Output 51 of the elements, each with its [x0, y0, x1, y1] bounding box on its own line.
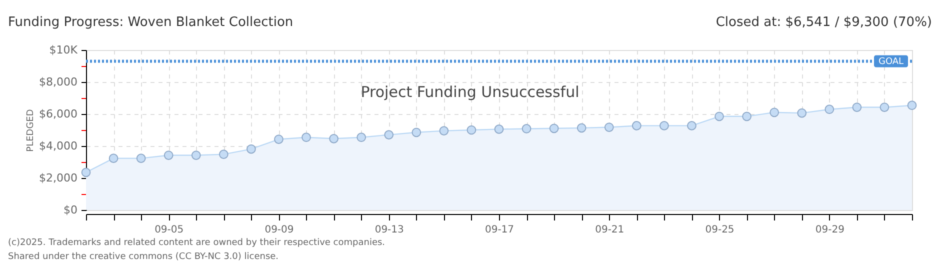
point [466, 125, 476, 135]
point [218, 150, 228, 159]
point [164, 150, 174, 160]
point [907, 100, 917, 110]
point [797, 108, 807, 118]
point [687, 121, 696, 130]
point [439, 126, 449, 136]
text: (c)2025. Trademarks and related content are owned by their respective companies. [8, 238, 386, 248]
text: Closed at: $6,541 / $9,300 (70%) [716, 15, 932, 30]
point [329, 134, 338, 144]
point [852, 102, 862, 112]
point [549, 124, 559, 134]
point [494, 124, 504, 134]
point [136, 154, 146, 163]
point [604, 122, 614, 132]
y-tick-label: $2,000 [39, 172, 78, 184]
x-tick-label: 09-05 [154, 224, 184, 236]
point [714, 112, 724, 122]
point [274, 134, 284, 144]
point [824, 104, 834, 114]
ref-line-label: GOAL [878, 57, 904, 68]
y-tick-label: $0 [64, 204, 78, 216]
point [412, 128, 422, 138]
y-tick-label: $4,000 [39, 140, 78, 152]
x-tick-label: 09-17 [484, 224, 514, 236]
annotation: Project Funding Unsuccessful [360, 83, 580, 101]
y-axis-title: PLEDGED [26, 109, 36, 152]
point [384, 130, 394, 140]
point [246, 144, 256, 154]
point [632, 121, 642, 130]
x-tick-label: 09-29 [815, 224, 844, 236]
point [576, 123, 586, 133]
point [522, 124, 532, 134]
y-tick-label: $6,000 [39, 108, 78, 120]
point [108, 154, 118, 163]
x-tick-label: 09-13 [374, 224, 404, 236]
point [356, 132, 366, 142]
x-tick-label: 09-21 [595, 224, 624, 236]
x-tick-label: 09-09 [264, 224, 294, 236]
point [191, 150, 201, 160]
point [81, 168, 91, 178]
point [302, 132, 311, 142]
text: Shared under the creative commons (CC BY-NC 3.0) license. [8, 252, 279, 262]
chart-title: Funding Progress: Woven Blanket Collection [8, 15, 294, 30]
y-tick-label: $8,000 [39, 76, 78, 88]
y-tick-label: $10K [49, 44, 78, 56]
point [742, 112, 752, 122]
point [660, 121, 669, 130]
x-tick-label: 09-25 [705, 224, 734, 236]
point [880, 102, 890, 112]
point [770, 108, 780, 118]
